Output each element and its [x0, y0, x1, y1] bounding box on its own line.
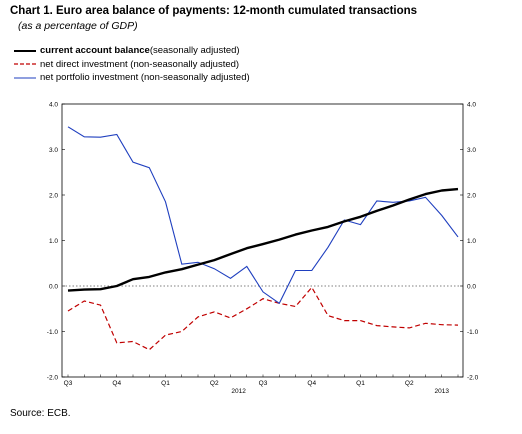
plot-frame — [61, 103, 464, 378]
legend: current account balance (seasonally adju… — [14, 44, 250, 85]
x-tick-label: Q3 — [259, 380, 268, 387]
legend-item-portfolio-investment: net portfolio investment (non-seasonally… — [14, 71, 250, 85]
legend-swatch-direct-investment — [14, 60, 36, 68]
x-tick-label: Q2 — [405, 380, 414, 387]
x-tick-label: Q3 — [64, 380, 73, 387]
y-tick-label-right: -2.0 — [467, 374, 479, 381]
legend-label: net portfolio investment (non-seasonally… — [40, 72, 250, 83]
y-tick-label-left: 1.0 — [49, 238, 58, 245]
legend-label-bold: current account balance — [40, 45, 150, 56]
y-tick-label-left: 4.0 — [49, 101, 58, 108]
y-tick-label-right: 3.0 — [467, 147, 476, 154]
y-tick-label-left: 3.0 — [49, 147, 58, 154]
x-tick-label: Q2 — [210, 380, 219, 387]
y-tick-label-left: 0.0 — [49, 283, 58, 290]
x-tick-label: Q1 — [356, 380, 365, 387]
y-tick-label-left: -1.0 — [47, 329, 59, 336]
series-line-current-account — [67, 187, 459, 292]
x-tick-label: Q4 — [307, 380, 316, 387]
legend-swatch-current-account — [14, 47, 36, 55]
y-tick-label-left: -2.0 — [47, 374, 59, 381]
x-tick-label: Q4 — [112, 380, 121, 387]
chart-title: Chart 1. Euro area balance of payments: … — [10, 5, 418, 17]
series-line-direct-investment — [67, 286, 459, 351]
legend-label-rest: (seasonally adjusted) — [149, 45, 240, 56]
y-tick-label-right: 1.0 — [467, 238, 476, 245]
source-note: Source: ECB. — [10, 408, 71, 419]
series-line-portfolio-investment — [67, 126, 459, 305]
y-tick-label-right: 4.0 — [467, 101, 476, 108]
chart-subtitle: (as a percentage of GDP) — [18, 20, 138, 32]
legend-item-direct-investment: net direct investment (non-seasonally ad… — [14, 58, 250, 72]
legend-swatch-portfolio-investment — [14, 74, 36, 82]
y-tick-label-right: 2.0 — [467, 192, 476, 199]
x-tick-label: Q1 — [161, 380, 170, 387]
x-year-label: 2012 — [231, 388, 246, 395]
y-tick-label-left: 2.0 — [49, 192, 58, 199]
x-year-label: 2013 — [435, 388, 450, 395]
y-tick-label-right: 0.0 — [467, 283, 476, 290]
legend-label: net direct investment (non-seasonally ad… — [40, 58, 240, 70]
legend-item-current-account: current account balance (seasonally adju… — [14, 44, 250, 58]
y-tick-label-right: -1.0 — [467, 329, 479, 336]
